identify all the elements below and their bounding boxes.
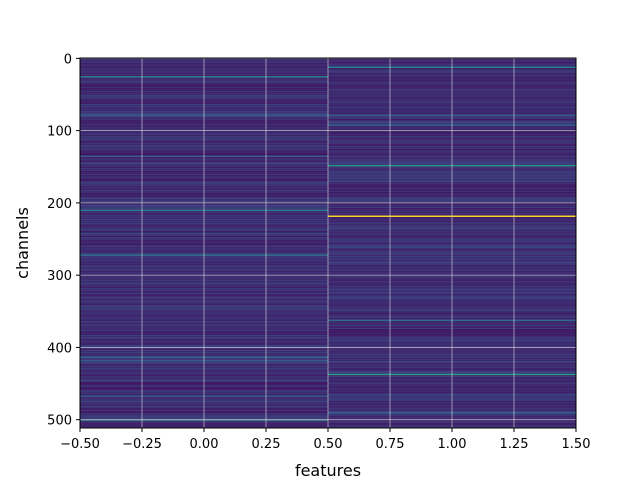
x-tick-label: 0.75 xyxy=(376,437,405,452)
y-tick-label: 200 xyxy=(47,197,72,212)
x-tick-label: 1.00 xyxy=(438,437,467,452)
x-axis: −0.50 −0.25 0.00 0.25 0.50 0.75 1.00 1.25 1.50 xyxy=(60,428,590,452)
y-tick-label: 300 xyxy=(47,269,72,284)
y-tick-label: 500 xyxy=(47,414,72,429)
x-tick-label: 1.50 xyxy=(562,437,591,452)
x-tick-label: 1.25 xyxy=(500,437,529,452)
grid-lines xyxy=(80,57,576,428)
x-tick-label: 0.50 xyxy=(314,437,343,452)
y-axis: 0 100 200 300 400 500 xyxy=(47,52,80,429)
y-axis-label: channels xyxy=(13,207,32,279)
x-tick-label: −0.25 xyxy=(122,437,162,452)
x-axis-label: features xyxy=(295,461,361,480)
x-tick-label: 0.00 xyxy=(190,437,219,452)
x-tick-label: 0.25 xyxy=(252,437,281,452)
y-tick-label: 0 xyxy=(64,52,72,67)
y-tick-label: 100 xyxy=(47,125,72,140)
x-tick-label: −0.50 xyxy=(60,437,100,452)
y-tick-label: 400 xyxy=(47,341,72,356)
